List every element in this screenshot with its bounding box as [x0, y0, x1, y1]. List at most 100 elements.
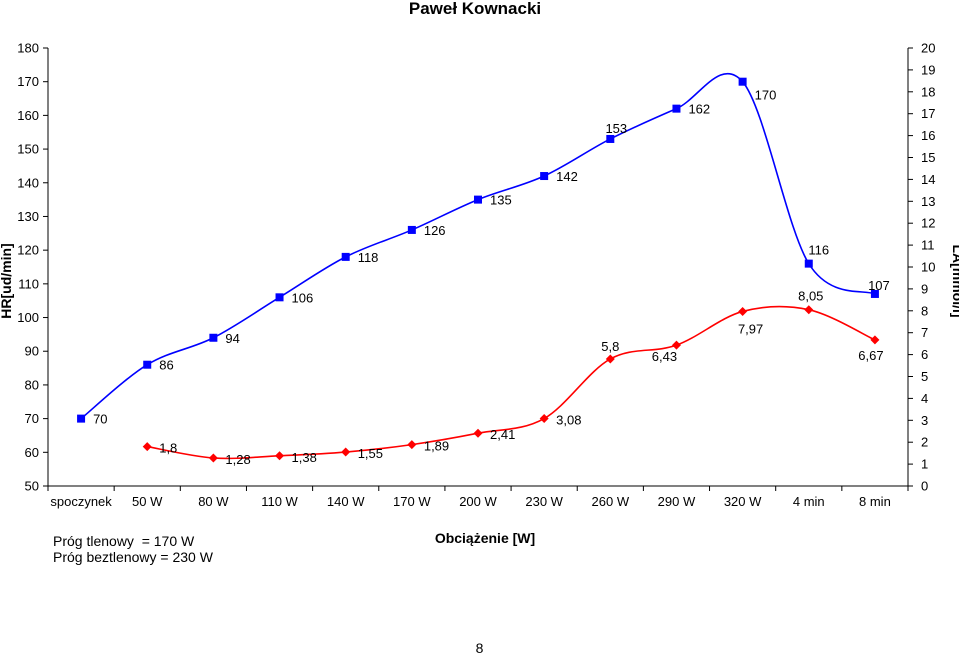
- hr-series-data-label: 118: [358, 250, 379, 265]
- y-left-tick-label: 130: [17, 209, 39, 224]
- y-right-tick-label: 1: [921, 457, 928, 472]
- y-right-tick-label: 11: [921, 238, 935, 253]
- hr-series-data-label: 142: [556, 169, 578, 184]
- la-series-data-label: 1,38: [292, 450, 317, 465]
- axes: 5060708090100110120130140150160170180012…: [17, 41, 935, 510]
- la-series-point: [804, 305, 814, 315]
- hr-series-point: [606, 134, 615, 143]
- y-right-tick-label: 9: [921, 281, 928, 296]
- hr-series-data-label: 107: [868, 278, 890, 293]
- note-aerobic-threshold: Próg tlenowy = 170 W: [53, 533, 195, 549]
- x-tick-label: 50 W: [132, 494, 163, 509]
- y-right-tick-label: 10: [921, 260, 935, 275]
- hr-series-data-label: 170: [755, 88, 777, 103]
- y-right-tick-label: 17: [921, 106, 935, 121]
- la-series-data-label: 2,41: [490, 427, 515, 442]
- y-axis-title-right: LA[mmol/l]: [950, 244, 959, 317]
- y-right-tick-label: 2: [921, 435, 928, 450]
- hr-series-point: [474, 195, 482, 204]
- y-left-tick-label: 100: [17, 310, 39, 325]
- la-series-data-label: 3,08: [556, 413, 581, 428]
- x-tick-label: 320 W: [724, 494, 762, 509]
- x-axis-title: Obciążenie [W]: [435, 530, 535, 546]
- y-left-tick-label: 180: [17, 41, 39, 56]
- y-left-tick-label: 120: [17, 243, 39, 258]
- hr-series-data-label: 126: [424, 223, 446, 238]
- y-right-tick-label: 3: [921, 413, 928, 428]
- y-left-tick-label: 160: [17, 108, 39, 123]
- la-series-data-label: 1,8: [159, 441, 177, 456]
- y-right-tick-label: 0: [921, 479, 928, 494]
- hr-series-point: [275, 293, 284, 302]
- y-right-tick-label: 6: [921, 347, 928, 362]
- hr-series-data-label: 116: [808, 243, 829, 258]
- hr-series-point: [870, 289, 879, 298]
- hr-series-point: [341, 252, 350, 261]
- y-left-tick-label: 170: [17, 74, 39, 89]
- hr-series-data-label: 106: [292, 290, 314, 305]
- x-tick-label: 4 min: [793, 494, 825, 509]
- hr-series-point: [209, 333, 218, 342]
- x-tick-label: 110 W: [261, 494, 298, 509]
- la-series-data-label: 1,28: [225, 452, 250, 467]
- x-tick-label: 170 W: [393, 494, 431, 509]
- hr-series-point: [672, 104, 681, 113]
- hr-series-data-label: 162: [688, 102, 710, 117]
- la-series-line: [147, 305, 876, 460]
- y-left-tick-label: 150: [17, 142, 39, 157]
- la-series-data-label: 1,55: [358, 446, 383, 461]
- la-series-point: [473, 428, 483, 438]
- y-left-tick-label: 140: [17, 175, 39, 190]
- la-series-point: [605, 354, 615, 364]
- y-left-tick-label: 60: [25, 445, 39, 460]
- x-tick-label: 80 W: [198, 494, 229, 509]
- series-layer: [77, 73, 880, 463]
- y-left-tick-label: 70: [25, 411, 39, 426]
- y-right-tick-label: 18: [921, 84, 935, 99]
- x-tick-label: spoczynek: [50, 494, 112, 509]
- data-labels: 70 86 94 106 118 126 135 142 153 162 170 116 107 1,8 1…: [93, 88, 890, 467]
- hr-series-point: [143, 360, 152, 369]
- x-tick-label: 260 W: [592, 494, 630, 509]
- hr-series-data-label: 94: [225, 331, 239, 346]
- hr-series-data-label: 135: [490, 193, 512, 208]
- y-right-tick-label: 13: [921, 194, 935, 209]
- page-number: 8: [475, 640, 484, 656]
- y-right-tick-label: 15: [921, 150, 935, 165]
- y-right-tick-label: 20: [921, 41, 935, 56]
- x-tick-label: 290 W: [658, 494, 696, 509]
- x-tick-label: 8 min: [859, 494, 891, 509]
- hr-series-data-label: 153: [605, 121, 627, 136]
- chart-title: Paweł Kownacki: [409, 0, 541, 18]
- y-right-tick-label: 19: [921, 62, 935, 77]
- hr-series-data-label: 86: [159, 358, 173, 373]
- x-tick-label: 140 W: [327, 494, 365, 509]
- x-tick-label: 200 W: [459, 494, 497, 509]
- y-right-tick-label: 4: [921, 391, 928, 406]
- la-series-data-label: 1,89: [424, 439, 449, 454]
- la-series-data-label: 6,67: [858, 348, 883, 363]
- la-series-point: [142, 442, 152, 452]
- la-series-data-label: 6,43: [652, 349, 677, 364]
- y-right-tick-label: 14: [921, 172, 935, 187]
- hr-series-point: [407, 225, 416, 234]
- hr-series-line: [80, 73, 876, 420]
- la-series-data-label: 5,8: [601, 339, 619, 354]
- y-axis-title-left: HR[ud/min]: [0, 243, 14, 318]
- y-left-tick-label: 50: [25, 479, 39, 494]
- la-series-data-label: 8,05: [798, 289, 823, 304]
- note-anaerobic-threshold: Próg beztlenowy = 230 W: [53, 549, 213, 565]
- y-right-tick-label: 12: [921, 216, 935, 231]
- x-tick-label: 230 W: [525, 494, 563, 509]
- la-series-point: [341, 447, 351, 457]
- la-series-point: [671, 340, 681, 350]
- hr-series-point: [540, 172, 549, 181]
- la-series-point: [870, 335, 880, 345]
- y-left-tick-label: 110: [18, 276, 39, 291]
- la-series-point: [539, 414, 549, 424]
- la-series-point: [407, 440, 417, 450]
- y-right-tick-label: 7: [921, 325, 928, 340]
- hr-series-point: [77, 414, 86, 423]
- hr-series-point: [738, 77, 747, 86]
